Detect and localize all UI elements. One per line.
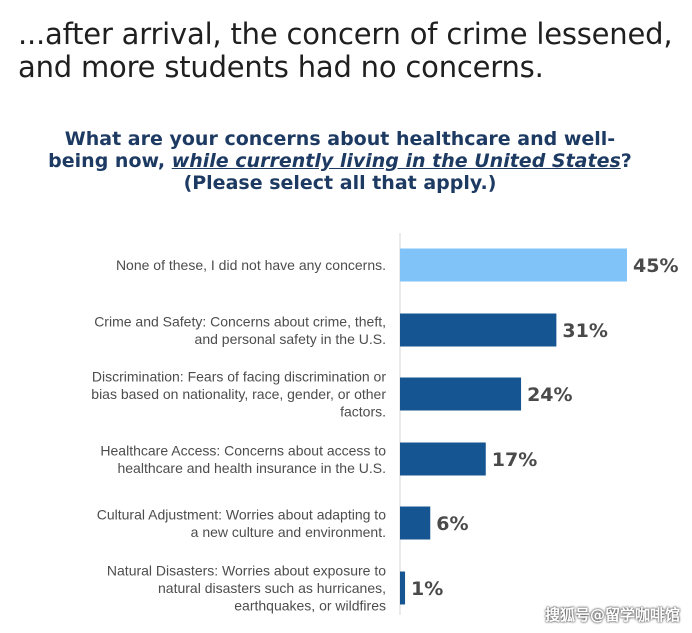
value-label-6: 1% [411, 578, 443, 600]
category-label-1-line-1: None of these, I did not have any concer… [116, 257, 386, 273]
watermark: 搜狐号@留学咖啡馆 [544, 606, 680, 624]
value-label-2: 31% [562, 320, 607, 342]
question-part-2: ? (Please select all that apply.) [183, 150, 632, 194]
bar-6 [400, 571, 406, 605]
category-label-4-line-1: Healthcare Access: Concerns about access… [100, 442, 386, 458]
value-label-4: 17% [492, 449, 537, 471]
headline-line-2: and more students had no concerns. [18, 50, 544, 84]
bar-2 [400, 313, 557, 347]
bar-3 [400, 377, 522, 411]
category-label-3-line-3: factors. [340, 404, 386, 420]
value-label-5: 6% [436, 513, 468, 535]
category-label-4-line-2: healthcare and health insurance in the U… [117, 460, 386, 476]
chart-question: What are your concerns about healthcare … [40, 128, 640, 194]
category-label-6-line-2: natural disasters such as hurricanes, [158, 580, 386, 596]
question-part-1: What are your concerns about healthcare … [48, 128, 616, 172]
headline: ...after arrival, the concern of crime l… [18, 18, 678, 84]
bar-5 [400, 506, 431, 540]
category-label-3-line-1: Discrimination: Fears of facing discrimi… [92, 369, 386, 385]
category-label-5-line-1: Cultural Adjustment: Worries about adapt… [97, 506, 386, 522]
category-label-2-line-2: and personal safety in the U.S. [195, 331, 386, 347]
category-label-6-line-3: earthquakes, or wildfires [234, 598, 386, 614]
value-label-1: 45% [633, 255, 678, 277]
bar-4 [400, 442, 486, 476]
bar-1 [400, 248, 627, 282]
category-label-2-line-1: Crime and Safety: Concerns about crime, … [94, 313, 386, 329]
category-label-6-line-1: Natural Disasters: Worries about exposur… [107, 563, 386, 579]
headline-line-1: ...after arrival, the concern of crime l… [18, 17, 673, 51]
category-label-3-line-2: bias based on nationality, race, gender,… [91, 386, 386, 402]
category-label-5-line-2: a new culture and environment. [191, 524, 386, 540]
question-emphasis: while currently living in the United Sta… [171, 150, 621, 172]
value-label-3: 24% [527, 384, 572, 406]
